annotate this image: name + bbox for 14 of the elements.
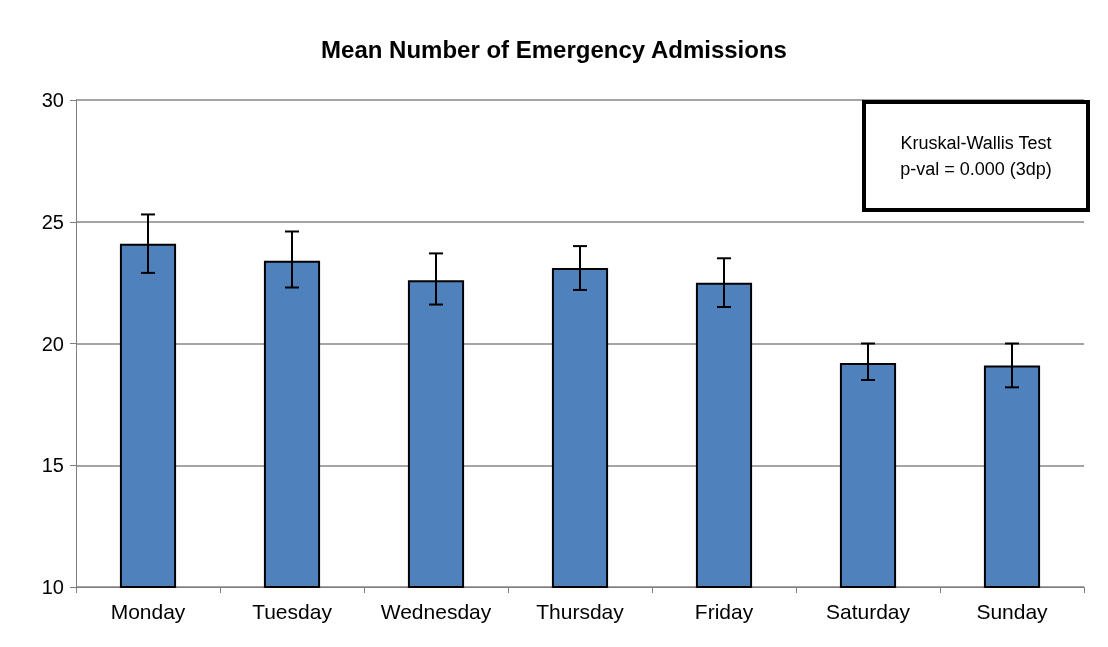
y-tick-label: 20 [41, 332, 64, 355]
y-tick-label: 10 [41, 576, 64, 598]
x-tick-label: Friday [694, 600, 754, 623]
x-tick-label: Monday [110, 600, 186, 623]
chart-title: Mean Number of Emergency Admissions [321, 35, 787, 63]
note-box: Kruskal-Wallis Test p-val = 0.000 (3dp) [862, 100, 1090, 212]
x-tick-label: Thursday [536, 600, 625, 623]
x-tick-label: Sunday [976, 600, 1049, 623]
x-tick-label: Saturday [825, 600, 911, 623]
y-tick-label: 25 [41, 210, 64, 233]
y-tick-label: 30 [41, 89, 64, 111]
x-tick-label: Tuesday [252, 600, 333, 623]
y-tick-label: 15 [41, 454, 64, 477]
x-tick-label: Wednesday [380, 600, 492, 623]
